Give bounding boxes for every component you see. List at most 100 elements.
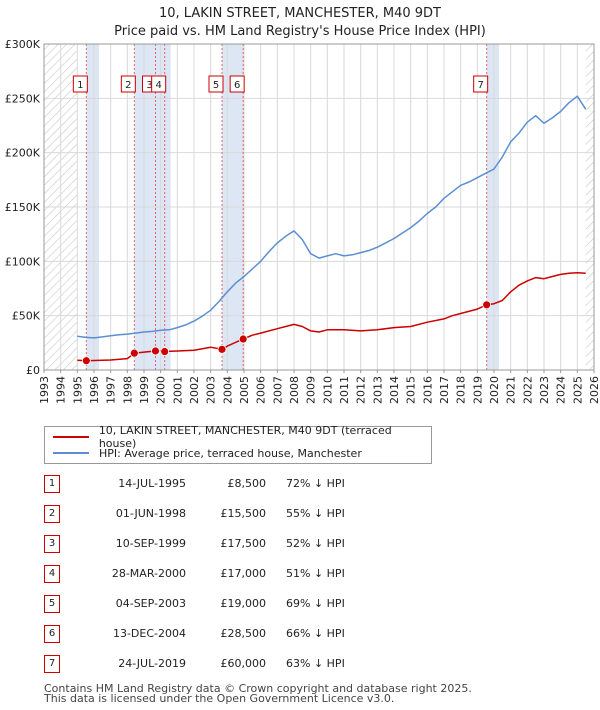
sale-marker-label: 7 — [477, 80, 483, 91]
x-tick-label: 1999 — [138, 376, 151, 404]
table-row: 5 04-SEP-2003 £19,000 69% ↓ HPI — [0, 595, 600, 615]
transaction-hpi: 55% ↓ HPI — [286, 507, 345, 520]
transaction-date: 10-SEP-1999 — [115, 537, 186, 550]
x-tick-label: 1996 — [88, 376, 101, 404]
table-row: 7 24-JUL-2019 £60,000 63% ↓ HPI — [0, 655, 600, 675]
x-tick-label: 2022 — [521, 376, 534, 404]
transaction-hpi: 69% ↓ HPI — [286, 597, 345, 610]
transaction-date: 04-SEP-2003 — [115, 597, 186, 610]
transaction-price: £15,500 — [220, 507, 267, 520]
transaction-price: £28,500 — [220, 627, 267, 640]
transaction-price: £8,500 — [227, 477, 267, 490]
transaction-date: 14-JUL-1995 — [118, 477, 186, 490]
x-tick-label: 2025 — [571, 376, 584, 404]
y-tick-label: £200K — [5, 147, 41, 160]
table-row: 4 28-MAR-2000 £17,000 51% ↓ HPI — [0, 565, 600, 585]
x-tick-label: 2012 — [355, 376, 368, 404]
sale-point — [81, 356, 91, 366]
transaction-price: £60,000 — [220, 657, 267, 670]
sale-marker-label: 3 — [146, 80, 152, 91]
x-tick-label: 2019 — [471, 376, 484, 404]
sale-marker-box — [208, 75, 224, 93]
legend-item-property: 10, LAKIN STREET, MANCHESTER, M40 9DT (t… — [53, 424, 431, 450]
x-tick-label: 2000 — [155, 376, 168, 404]
plot-border — [43, 43, 595, 371]
transaction-date: 28-MAR-2000 — [111, 567, 186, 580]
x-tick-label: 1993 — [38, 376, 51, 404]
x-tick-label: 2026 — [588, 376, 600, 404]
x-tick-label: 2006 — [255, 376, 268, 404]
sale-marker-box — [72, 75, 88, 93]
y-tick-label: £100K — [5, 255, 41, 268]
transaction-date: 13-DEC-2004 — [112, 627, 186, 640]
sale-marker-label: 5 — [213, 80, 219, 91]
sale-marker-label: 6 — [234, 80, 240, 91]
x-tick-label: 2010 — [321, 376, 334, 404]
transaction-number: 2 — [44, 505, 60, 523]
sale-point — [129, 348, 139, 358]
x-tick-label: 1998 — [121, 376, 134, 404]
y-tick-label: £150K — [5, 201, 41, 214]
x-tick-label: 2024 — [555, 376, 568, 404]
x-tick-label: 2018 — [455, 376, 468, 404]
y-tick-label: £250K — [5, 92, 41, 105]
legend-swatch-hpi — [53, 452, 89, 454]
series-line — [77, 95, 587, 339]
transaction-number: 5 — [44, 595, 60, 613]
x-tick-label: 2021 — [505, 376, 518, 404]
x-tick-label: 2003 — [205, 376, 218, 404]
x-tick-label: 1997 — [105, 376, 118, 404]
legend-label-property: 10, LAKIN STREET, MANCHESTER, M40 9DT (t… — [98, 424, 392, 450]
sale-marker-label: 1 — [77, 80, 83, 91]
sale-marker-box — [120, 75, 136, 93]
x-tick-label: 2004 — [221, 376, 234, 404]
x-tick-label: 2020 — [488, 376, 501, 404]
x-tick-label: 2002 — [188, 376, 201, 404]
x-tick-label: 2009 — [305, 376, 318, 404]
chart-title: 10, LAKIN STREET, MANCHESTER, M40 9DT — [158, 6, 442, 21]
footer-copyright: Contains HM Land Registry data © Crown c… — [44, 682, 472, 695]
sale-marker-box — [473, 75, 489, 93]
table-row: 2 01-JUN-1998 £15,500 55% ↓ HPI — [0, 505, 600, 525]
transaction-hpi: 66% ↓ HPI — [286, 627, 345, 640]
transaction-date: 24-JUL-2019 — [118, 657, 186, 670]
x-tick-label: 2014 — [388, 376, 401, 404]
transaction-hpi: 51% ↓ HPI — [286, 567, 345, 580]
table-row: 3 10-SEP-1999 £17,500 52% ↓ HPI — [0, 535, 600, 555]
transaction-price: £17,000 — [220, 567, 267, 580]
transaction-number: 7 — [44, 655, 60, 673]
x-tick-label: 2011 — [338, 376, 351, 404]
transaction-number: 4 — [44, 565, 60, 583]
transaction-date: 01-JUN-1998 — [115, 507, 186, 520]
sale-point — [160, 347, 170, 356]
sale-marker-label: 2 — [125, 80, 131, 91]
sale-marker-box — [229, 75, 245, 93]
sale-marker-box — [151, 75, 167, 93]
x-tick-label: 2001 — [171, 376, 184, 404]
transaction-price: £17,500 — [220, 537, 267, 550]
transaction-hpi: 72% ↓ HPI — [286, 477, 345, 490]
legend-label-hpi: HPI: Average price, terraced house, Manc… — [99, 446, 362, 460]
sale-point — [217, 344, 227, 354]
x-tick-label: 2007 — [271, 376, 284, 404]
transaction-number: 6 — [44, 625, 60, 643]
x-tick-label: 2005 — [238, 376, 251, 404]
transaction-number: 3 — [44, 535, 60, 553]
x-tick-label: 1995 — [71, 376, 84, 404]
chart-subtitle: Price paid vs. HM Land Registry's House … — [114, 24, 486, 39]
x-tick-label: 1994 — [55, 376, 68, 404]
transaction-hpi: 52% ↓ HPI — [286, 537, 345, 550]
y-tick-label: £0 — [26, 364, 40, 377]
table-row: 1 14-JUL-1995 £8,500 72% ↓ HPI — [0, 475, 600, 495]
x-tick-label: 2008 — [288, 376, 301, 404]
transaction-price: £19,000 — [220, 597, 267, 610]
y-tick-label: £300K — [5, 38, 41, 51]
sale-marker-label: 4 — [155, 80, 161, 91]
table-row: 6 13-DEC-2004 £28,500 66% ↓ HPI — [0, 625, 600, 645]
footer-licence: This data is licensed under the Open Gov… — [44, 692, 395, 705]
y-tick-label: £50K — [12, 310, 41, 323]
transaction-number: 1 — [44, 475, 60, 493]
chart-area: 1 2 3 4 5 6 7 £0 £50K £100K £150K £200K £250K £300K 19… — [5, 38, 600, 404]
x-tick-label: 2017 — [438, 376, 451, 404]
legend: 10, LAKIN STREET, MANCHESTER, M40 9DT (t… — [44, 424, 432, 464]
